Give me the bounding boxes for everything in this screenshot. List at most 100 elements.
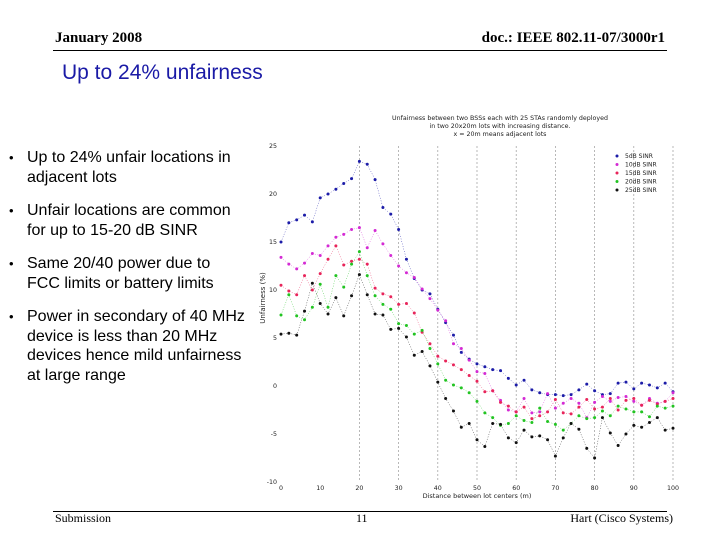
data-point <box>553 393 557 397</box>
data-point <box>608 399 612 403</box>
data-point <box>420 328 424 332</box>
data-point <box>624 395 628 399</box>
data-point <box>467 391 471 395</box>
data-point <box>350 262 354 266</box>
data-point <box>640 410 644 414</box>
bullet-text: Unfair locations are common for up to 15… <box>27 202 231 239</box>
data-point <box>428 292 432 296</box>
data-point <box>593 400 597 404</box>
x-tick-label: 60 <box>512 485 520 492</box>
data-point <box>412 276 416 280</box>
y-axis-label: Unfairness (%) <box>259 272 267 324</box>
data-point <box>553 454 557 458</box>
y-tick-label: 10 <box>269 287 277 294</box>
data-point <box>624 380 628 384</box>
data-point <box>530 411 534 415</box>
data-point <box>538 406 542 410</box>
data-point <box>357 159 361 163</box>
data-point <box>404 257 408 261</box>
data-point <box>381 242 385 246</box>
data-point <box>459 386 463 390</box>
series-20db-sinr <box>279 250 675 432</box>
data-point <box>506 376 510 380</box>
data-point <box>640 425 644 429</box>
data-point <box>600 405 604 409</box>
data-point <box>365 162 369 166</box>
data-point <box>303 318 307 322</box>
data-point <box>373 178 377 182</box>
data-point <box>318 282 322 286</box>
legend-marker <box>615 154 619 158</box>
data-point <box>522 378 526 382</box>
legend-marker <box>615 188 619 192</box>
legend-marker <box>615 163 619 166</box>
data-point <box>663 399 667 403</box>
data-point <box>522 396 526 400</box>
data-point <box>310 252 314 256</box>
data-point <box>420 287 424 291</box>
data-point <box>475 362 479 366</box>
data-point <box>467 373 471 377</box>
y-tick-label: 0 <box>273 383 277 390</box>
bullet-item: • Up to 24% unfair locations in adjacent … <box>8 148 246 187</box>
data-point <box>420 349 424 353</box>
data-point <box>671 396 675 400</box>
data-point <box>436 354 440 358</box>
data-point <box>318 253 322 257</box>
data-point <box>561 436 565 440</box>
data-point <box>475 379 479 383</box>
data-point <box>295 293 299 297</box>
data-point <box>373 286 377 290</box>
data-point <box>624 407 628 411</box>
footer-author: Hart (Cisco Systems) <box>570 511 673 525</box>
data-point <box>342 232 346 236</box>
data-point <box>397 322 401 326</box>
data-point <box>616 381 620 385</box>
data-point <box>632 410 636 414</box>
data-point <box>499 369 503 373</box>
data-point <box>647 415 651 419</box>
legend-marker <box>615 180 619 183</box>
data-point <box>451 363 455 367</box>
data-point <box>459 425 463 429</box>
data-point <box>483 411 487 415</box>
x-tick-label: 50 <box>473 485 481 492</box>
data-point <box>585 397 589 401</box>
data-point <box>389 295 393 299</box>
data-point <box>287 293 291 297</box>
data-point <box>483 372 487 376</box>
data-point <box>326 244 330 248</box>
data-point <box>506 421 510 425</box>
x-tick-label: 10 <box>316 485 324 492</box>
data-point <box>663 381 667 385</box>
data-point <box>389 307 393 311</box>
data-point <box>608 431 612 435</box>
header-date: January 2008 <box>55 30 143 46</box>
data-point <box>365 274 369 278</box>
data-point <box>561 428 565 432</box>
data-point <box>491 421 495 425</box>
data-point <box>412 332 416 336</box>
data-point <box>608 414 612 418</box>
data-point <box>624 398 628 402</box>
data-point <box>334 244 338 248</box>
data-point <box>561 411 565 415</box>
data-point <box>600 395 604 399</box>
bullet-text: Same 20/40 power due to FCC limits or ba… <box>27 255 214 292</box>
bullet-dot-icon: • <box>9 150 14 165</box>
bullet-item: • Unfair locations are common for up to 1… <box>8 201 246 240</box>
data-point <box>491 389 495 393</box>
data-point <box>310 305 314 309</box>
data-point <box>593 407 597 411</box>
data-point <box>546 392 550 396</box>
legend-label: 10dB SINR <box>625 162 657 169</box>
data-point <box>561 401 565 405</box>
data-point <box>318 272 322 276</box>
data-point <box>373 228 377 232</box>
data-point <box>310 288 314 292</box>
data-point <box>459 350 463 354</box>
data-point <box>640 403 644 407</box>
data-point <box>444 378 448 382</box>
data-point <box>593 416 597 420</box>
data-point <box>295 218 299 222</box>
